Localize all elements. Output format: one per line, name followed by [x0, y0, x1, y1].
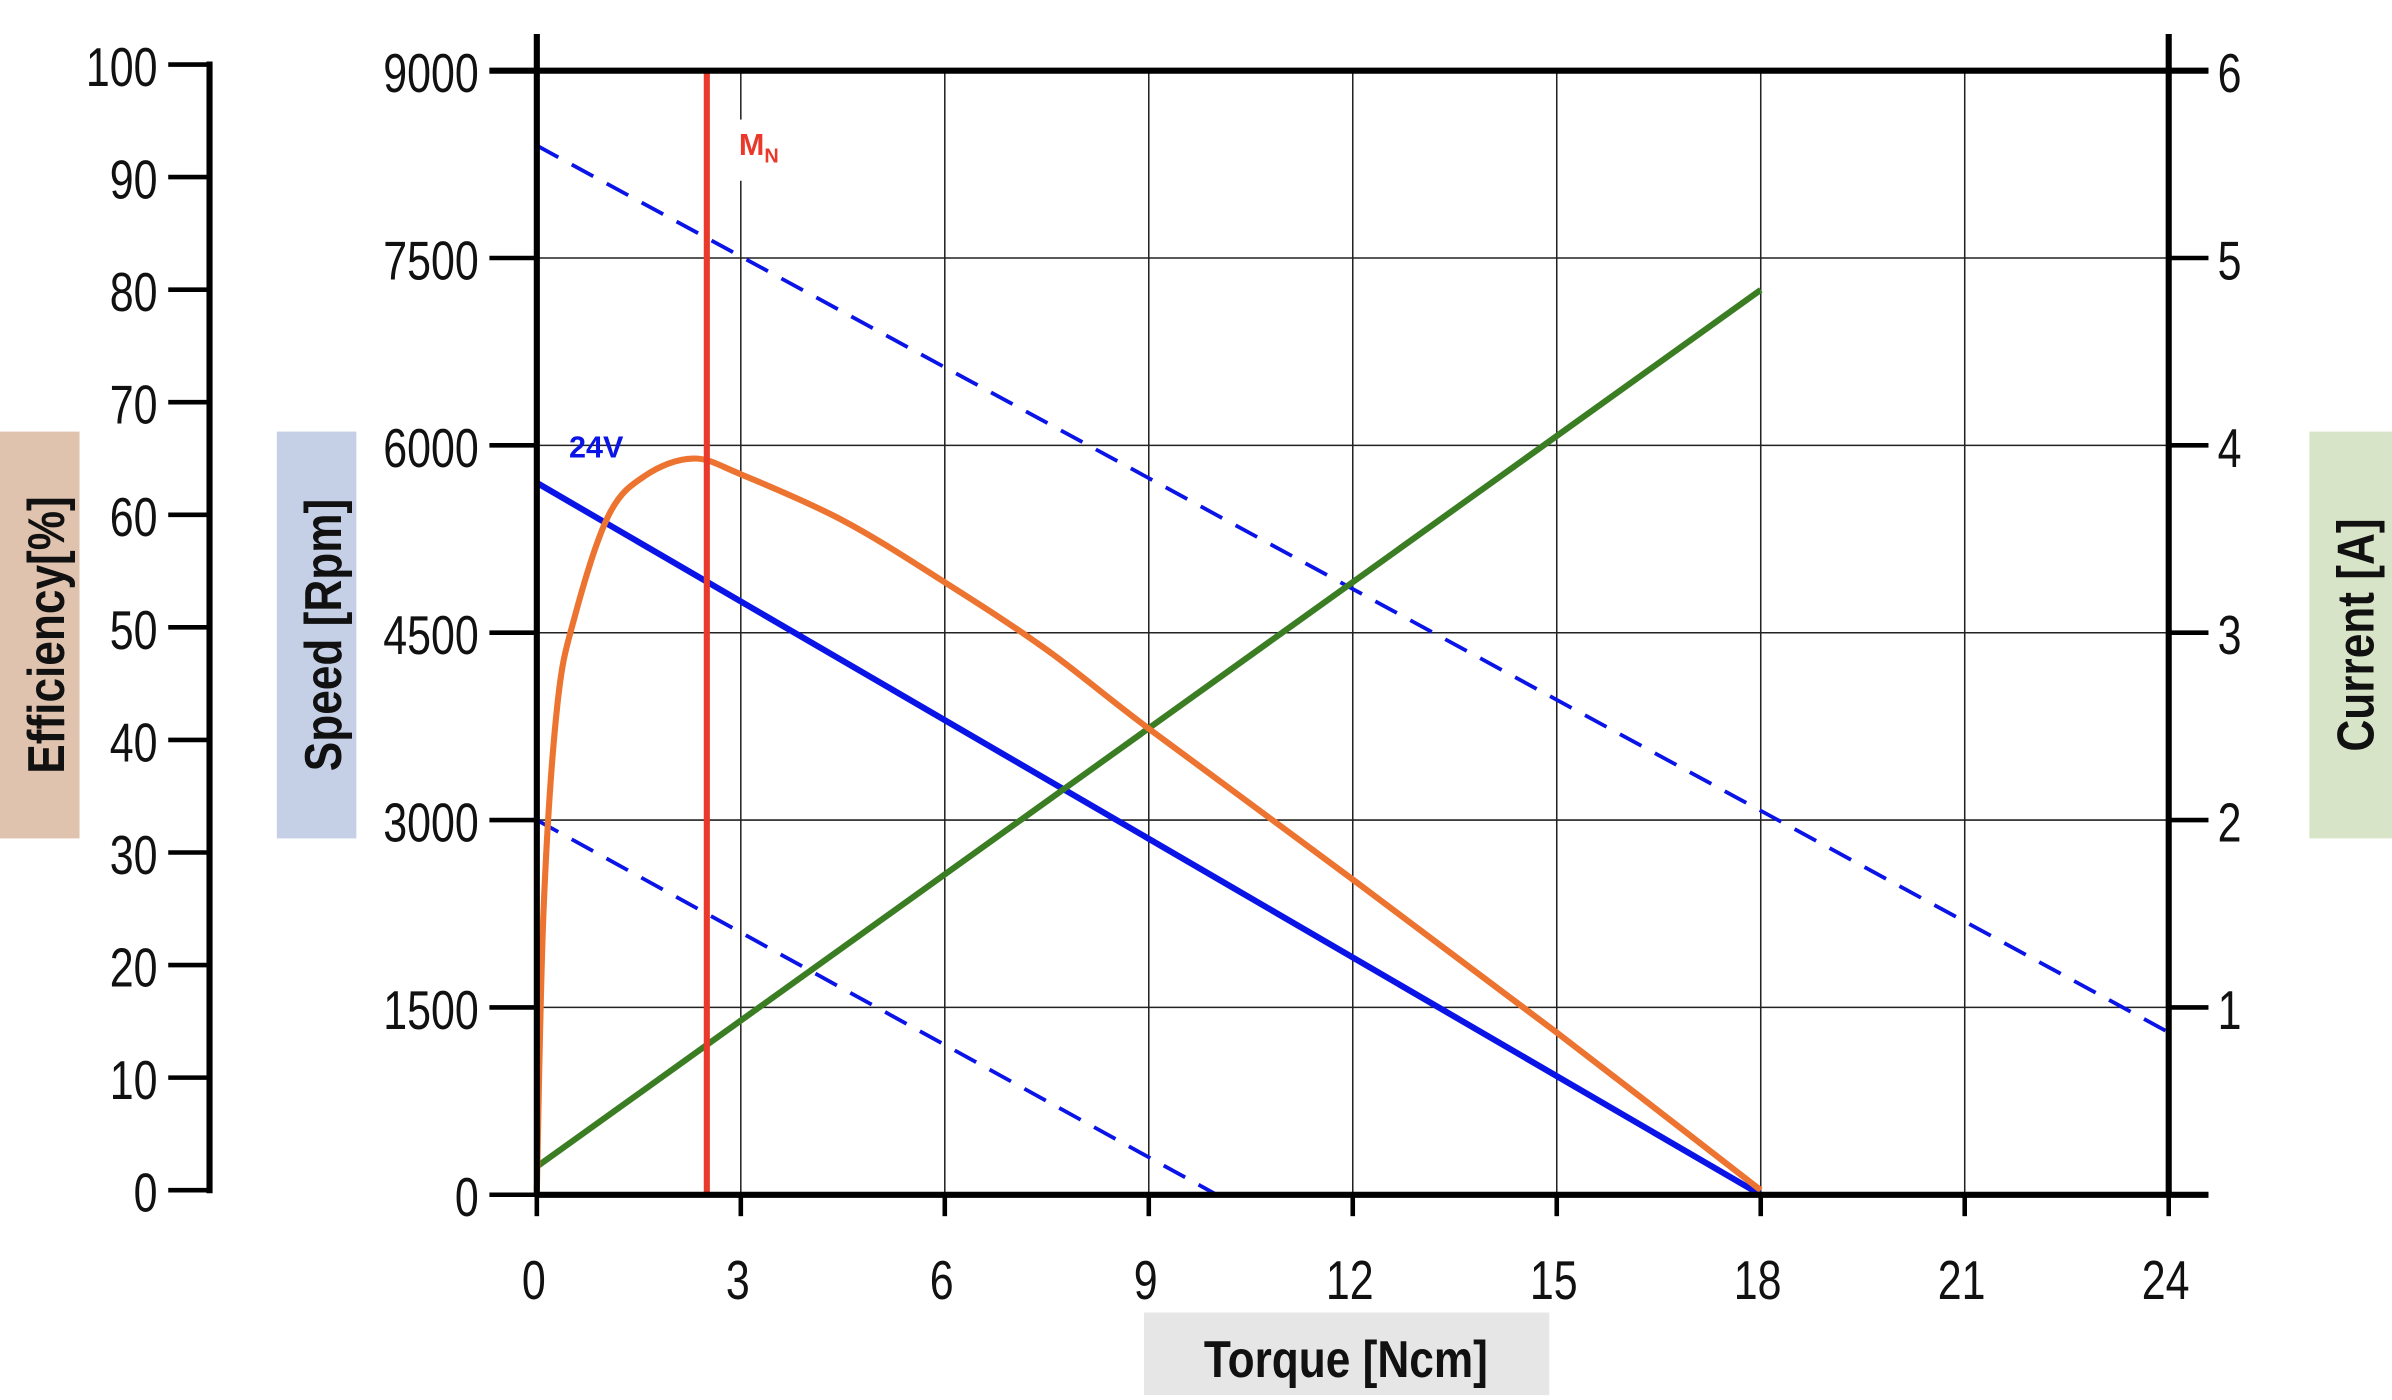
current-label-bg: [2309, 431, 2392, 839]
current-tick-label: 2: [2218, 792, 2242, 853]
speed-tick-label: 3000: [383, 792, 479, 853]
current-tick-label: 5: [2218, 230, 2242, 291]
efficiency-series-4: [533, 455, 1763, 1193]
x-tick-label: 3: [726, 1250, 750, 1311]
efficiency-label-bg: [0, 431, 80, 839]
efficiency-tick-label: 30: [110, 825, 158, 886]
current-tick-label: 6: [2218, 43, 2242, 104]
efficiency-tick-label: 40: [110, 712, 158, 773]
current-tick-label: 3: [2218, 605, 2242, 666]
speed-tick-label: 0: [455, 1167, 479, 1228]
efficiency-tick-label: 100: [86, 37, 158, 98]
efficiency-tick-label: 90: [110, 149, 158, 210]
efficiency-tick-label: 70: [110, 375, 158, 436]
grid: [536, 70, 2169, 1195]
x-tick-label: 9: [1134, 1250, 1158, 1311]
x-tick-label: 24: [2142, 1250, 2190, 1311]
current-tick-label: 1: [2218, 980, 2242, 1041]
x-tick-label: 21: [1938, 1250, 1986, 1311]
efficiency-tick-label: 50: [110, 600, 158, 661]
efficiency-tick-label: 0: [134, 1163, 158, 1224]
torque-label-bg: [1144, 1312, 1550, 1396]
efficiency-tick-label: 80: [110, 262, 158, 323]
axes: 0 3 6 9 12 15 18 21 2401500300045006000750090001…: [86, 33, 2242, 1311]
speed-tick-label: 1500: [383, 980, 479, 1041]
speed-tick-label: 6000: [383, 418, 479, 479]
axis-labels: Efficiency[%] Speed [Rpm] Current [A] To…: [0, 431, 2392, 1396]
current-tick-label: 4: [2218, 418, 2242, 479]
x-tick-label: 12: [1326, 1250, 1374, 1311]
speed-series-0: [535, 480, 1763, 1198]
efficiency-axis-label: Efficiency[%]: [18, 496, 76, 774]
marker-label-bg: [731, 119, 802, 181]
x-tick-label: 6: [930, 1250, 954, 1311]
speed-tick-label: 4500: [383, 605, 479, 666]
speed-axis-label: Speed [Rpm]: [295, 499, 353, 772]
speed-series-2: [535, 818, 1218, 1197]
x-tick-label: 18: [1734, 1250, 1782, 1311]
speed-tick-label: 7500: [383, 230, 479, 291]
efficiency-tick-label: 10: [110, 1050, 158, 1111]
speed-label-bg: [276, 431, 357, 839]
x-tick-label: 0: [522, 1250, 546, 1311]
series-label-24v: 24V: [569, 431, 624, 465]
speed-tick-label: 9000: [383, 43, 479, 104]
marker-subscript: N: [764, 145, 778, 167]
current-axis-label: Current [A]: [2327, 518, 2385, 751]
torque-axis-label: Torque [Ncm]: [1204, 1330, 1488, 1388]
x-tick-label: 15: [1530, 1250, 1578, 1311]
speed-series-1: [535, 143, 2170, 1035]
efficiency-tick-label: 20: [110, 937, 158, 998]
efficiency-tick-label: 60: [110, 487, 158, 548]
